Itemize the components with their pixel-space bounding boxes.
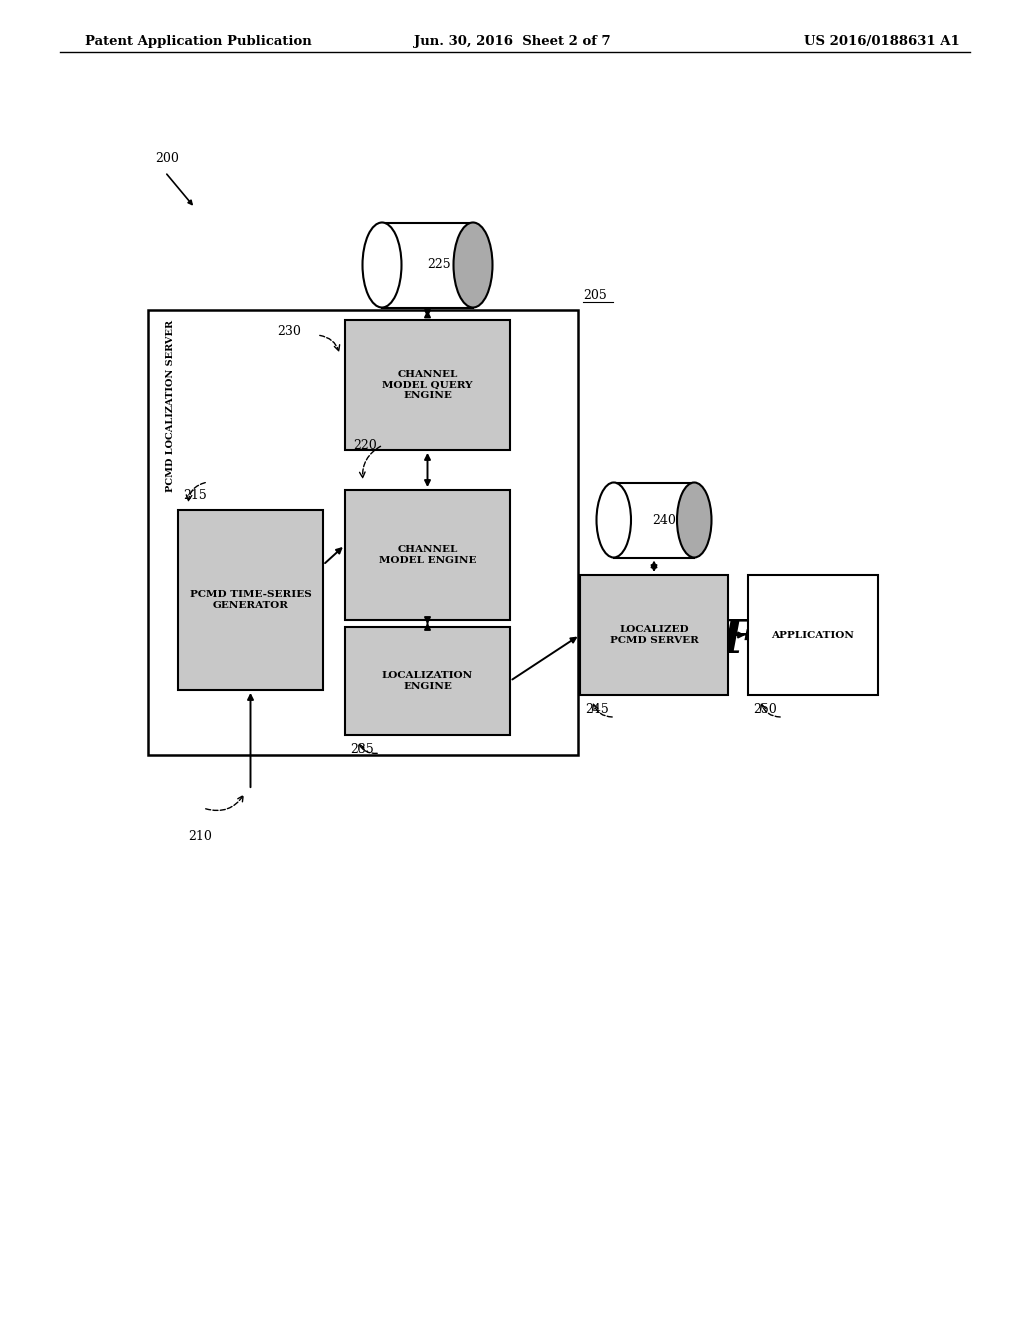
Text: 220: 220 — [353, 440, 377, 451]
Text: 205: 205 — [583, 289, 607, 302]
Bar — [748, 576, 878, 696]
Text: 230: 230 — [278, 325, 301, 338]
Text: 215: 215 — [183, 488, 207, 502]
Bar — [178, 510, 323, 690]
Bar — [382, 223, 473, 308]
Bar — [345, 627, 510, 735]
Text: 235: 235 — [350, 743, 374, 756]
Text: 245: 245 — [585, 704, 608, 715]
Text: CHANNEL
MODEL QUERY
ENGINE: CHANNEL MODEL QUERY ENGINE — [382, 370, 473, 400]
Text: CHANNEL
MODEL ENGINE: CHANNEL MODEL ENGINE — [379, 545, 476, 565]
Ellipse shape — [362, 223, 401, 308]
Text: Patent Application Publication: Patent Application Publication — [85, 36, 311, 48]
Bar — [580, 576, 728, 696]
Text: PCMD LOCALIZATION SERVER: PCMD LOCALIZATION SERVER — [166, 319, 175, 492]
Ellipse shape — [454, 223, 493, 308]
Ellipse shape — [677, 483, 712, 557]
Bar — [345, 490, 510, 620]
Ellipse shape — [597, 483, 631, 557]
Bar — [148, 310, 578, 755]
Text: FIG. 2: FIG. 2 — [720, 616, 880, 663]
Text: LOCALIZED
PCMD SERVER: LOCALIZED PCMD SERVER — [609, 626, 698, 644]
Bar — [345, 319, 510, 450]
Text: 210: 210 — [188, 830, 212, 843]
Text: 250: 250 — [753, 704, 777, 715]
Text: 225: 225 — [428, 259, 452, 272]
Text: APPLICATION: APPLICATION — [771, 631, 854, 639]
Text: 200: 200 — [155, 152, 179, 165]
Text: US 2016/0188631 A1: US 2016/0188631 A1 — [804, 36, 961, 48]
Bar — [613, 483, 694, 557]
Text: LOCALIZATION
ENGINE: LOCALIZATION ENGINE — [382, 672, 473, 690]
Text: Jun. 30, 2016  Sheet 2 of 7: Jun. 30, 2016 Sheet 2 of 7 — [414, 36, 610, 48]
Text: PCMD TIME-SERIES
GENERATOR: PCMD TIME-SERIES GENERATOR — [189, 590, 311, 610]
Text: 240: 240 — [652, 513, 676, 527]
